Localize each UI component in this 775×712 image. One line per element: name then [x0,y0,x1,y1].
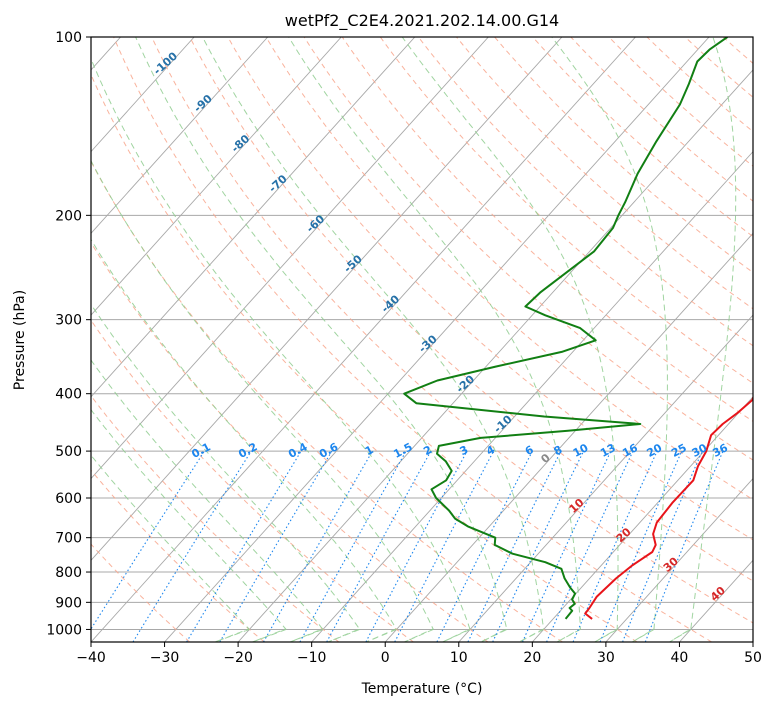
x-tick-label: 0 [381,650,390,666]
x-tick-label: −40 [76,650,106,666]
y-tick-label: 200 [55,208,82,224]
y-tick-label: 1000 [46,622,82,638]
x-tick-label: 10 [450,650,468,666]
y-tick-label: 400 [55,387,82,403]
x-tick-label: −30 [150,650,180,666]
x-axis-label: Temperature (°C) [361,681,483,697]
x-tick-label: 20 [523,650,541,666]
x-tick-label: 30 [597,650,615,666]
y-axis-label: Pressure (hPa) [12,290,28,390]
y-tick-label: 700 [55,531,82,547]
y-tick-label: 900 [55,595,82,611]
x-tick-label: 50 [744,650,762,666]
x-tick-label: −20 [223,650,253,666]
x-tick-label: −10 [297,650,327,666]
y-tick-label: 800 [55,565,82,581]
x-tick-label: 40 [671,650,689,666]
y-tick-label: 100 [55,30,82,46]
y-tick-label: 600 [55,491,82,507]
y-tick-label: 500 [55,444,82,460]
y-tick-label: 300 [55,313,82,329]
chart-title: wetPf2_C2E4.2021.202.14.00.G14 [285,11,559,31]
